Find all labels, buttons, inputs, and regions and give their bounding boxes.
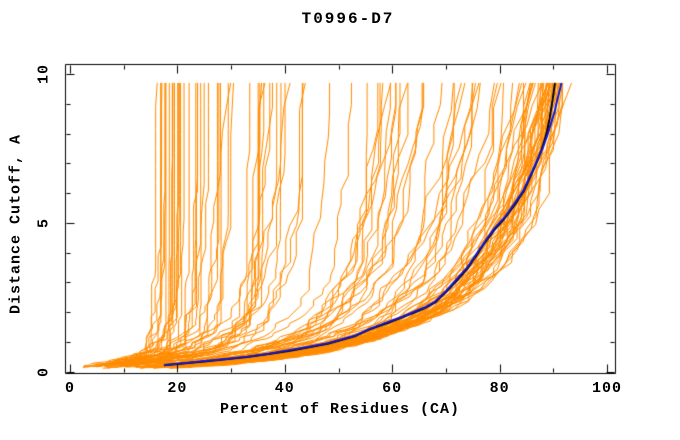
x-tick-label: 60 [382,380,403,397]
x-tick-label: 100 [591,380,623,397]
x-tick-label: 20 [167,380,188,397]
x-tick-label: 40 [274,380,295,397]
x-tick-label: 0 [64,380,76,397]
y-tick-label: 10 [35,63,53,85]
x-axis-label: Percent of Residues (CA) [219,401,461,418]
y-tick-label: 0 [35,366,53,377]
chart-title: T0996-D7 [301,10,395,28]
y-axis-label: Distance Cutoff, A [7,133,25,315]
y-tick-label: 5 [35,217,53,228]
x-tick-label: 80 [489,380,510,397]
